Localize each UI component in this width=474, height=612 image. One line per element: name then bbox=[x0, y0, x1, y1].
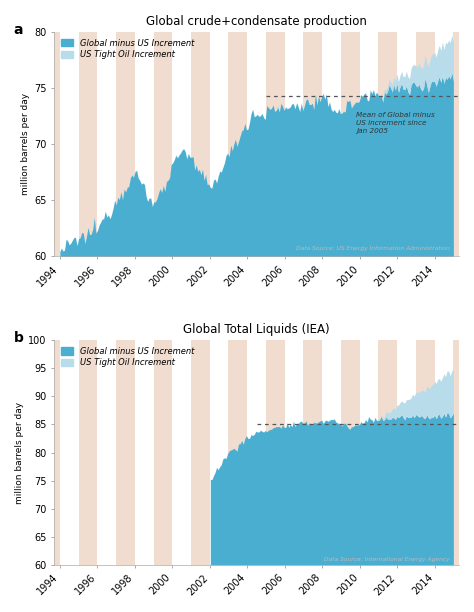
Bar bbox=[154, 32, 172, 256]
Bar bbox=[341, 340, 360, 565]
Legend: Global minus US Increment, US Tight Oil Increment: Global minus US Increment, US Tight Oil … bbox=[58, 36, 197, 62]
Bar bbox=[116, 32, 135, 256]
Bar bbox=[97, 32, 116, 256]
Bar bbox=[116, 340, 135, 565]
Bar bbox=[435, 32, 453, 256]
Bar bbox=[322, 340, 341, 565]
Bar bbox=[266, 340, 285, 565]
Bar bbox=[416, 32, 435, 256]
Text: b: b bbox=[14, 331, 24, 345]
Text: Data Source: US Energy Information Administration: Data Source: US Energy Information Admin… bbox=[296, 246, 450, 251]
Bar bbox=[191, 32, 210, 256]
Bar bbox=[79, 340, 97, 565]
Bar bbox=[228, 32, 247, 256]
Bar bbox=[172, 32, 191, 256]
Bar bbox=[210, 32, 228, 256]
Bar bbox=[360, 32, 378, 256]
Bar bbox=[416, 340, 435, 565]
Bar bbox=[285, 340, 303, 565]
Bar bbox=[135, 32, 154, 256]
Bar bbox=[247, 32, 266, 256]
Bar bbox=[210, 340, 228, 565]
Bar bbox=[228, 340, 247, 565]
Bar bbox=[453, 340, 472, 565]
Bar bbox=[303, 32, 322, 256]
Title: Global Total Liquids (IEA): Global Total Liquids (IEA) bbox=[183, 323, 330, 337]
Bar bbox=[378, 32, 397, 256]
Text: a: a bbox=[14, 23, 23, 37]
Text: Data Source: International Energy Agency: Data Source: International Energy Agency bbox=[324, 557, 450, 562]
Bar bbox=[41, 340, 60, 565]
Bar bbox=[79, 32, 97, 256]
Y-axis label: million barrels per day: million barrels per day bbox=[21, 93, 30, 195]
Bar bbox=[303, 340, 322, 565]
Bar bbox=[135, 340, 154, 565]
Bar bbox=[378, 340, 397, 565]
Bar bbox=[397, 32, 416, 256]
Bar bbox=[191, 340, 210, 565]
Text: Mean of Global minus
US increment since
Jan 2005: Mean of Global minus US increment since … bbox=[356, 111, 435, 133]
Bar bbox=[247, 340, 266, 565]
Bar bbox=[60, 32, 79, 256]
Bar bbox=[41, 32, 60, 256]
Bar bbox=[397, 340, 416, 565]
Title: Global crude+condensate production: Global crude+condensate production bbox=[146, 15, 367, 28]
Y-axis label: million barrels per day: million barrels per day bbox=[15, 401, 24, 504]
Bar bbox=[435, 340, 453, 565]
Bar bbox=[341, 32, 360, 256]
Bar bbox=[453, 32, 472, 256]
Bar bbox=[266, 32, 285, 256]
Bar bbox=[172, 340, 191, 565]
Bar bbox=[154, 340, 172, 565]
Bar bbox=[60, 340, 79, 565]
Bar bbox=[360, 340, 378, 565]
Bar bbox=[285, 32, 303, 256]
Legend: Global minus US Increment, US Tight Oil Increment: Global minus US Increment, US Tight Oil … bbox=[58, 345, 197, 370]
Bar bbox=[322, 32, 341, 256]
Bar bbox=[97, 340, 116, 565]
